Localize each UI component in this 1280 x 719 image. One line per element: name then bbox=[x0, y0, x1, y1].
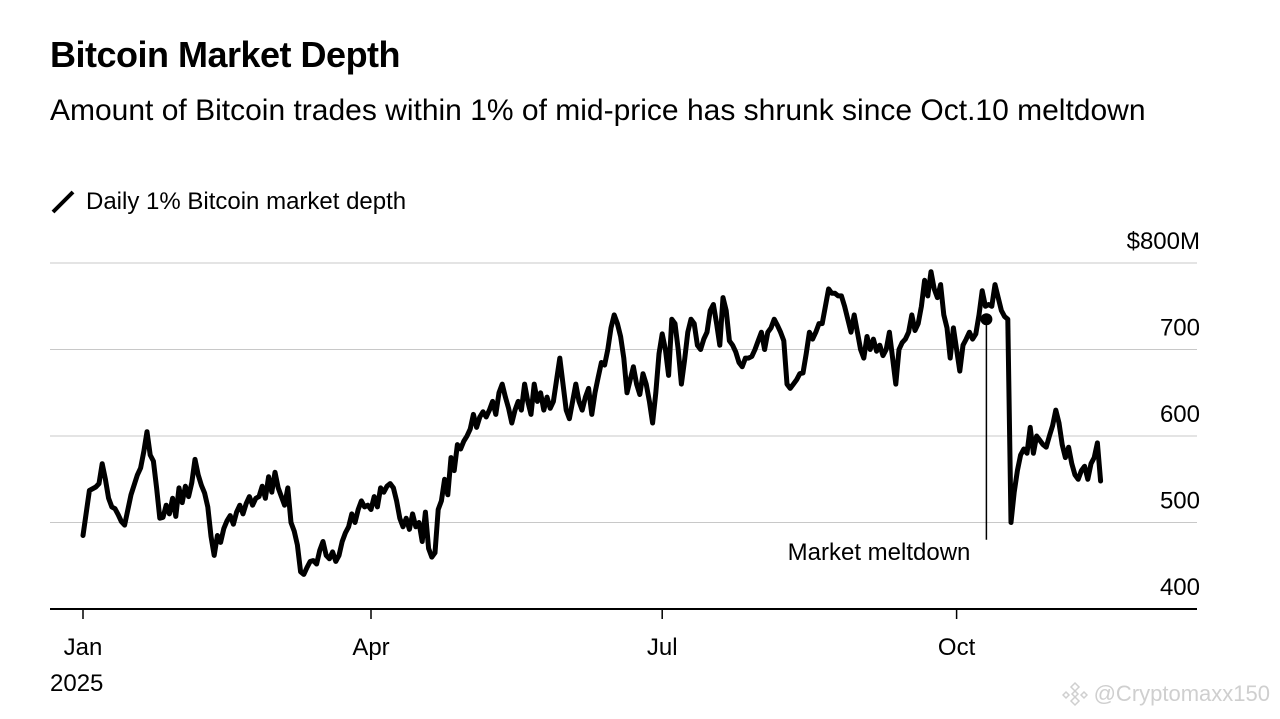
legend-line-icon bbox=[51, 190, 75, 214]
y-tick-label: 500 bbox=[1160, 488, 1200, 515]
annotation-markers bbox=[980, 313, 993, 326]
annotations: Market meltdown bbox=[788, 319, 988, 566]
annotation-label: Market meltdown bbox=[788, 539, 971, 566]
y-tick-label: 600 bbox=[1160, 401, 1200, 428]
y-tick-label: 700 bbox=[1160, 315, 1200, 342]
annotation-marker-dot bbox=[980, 313, 993, 326]
chart-subtitle: Amount of Bitcoin trades within 1% of mi… bbox=[50, 94, 1146, 127]
series-line-daily-depth bbox=[80, 269, 1104, 577]
x-tick-label: Jan bbox=[64, 634, 103, 661]
x-tick-label: Jul bbox=[647, 634, 678, 661]
watermark: @Cryptomaxx150 bbox=[1061, 681, 1270, 707]
binance-logo-icon bbox=[1061, 681, 1088, 707]
x-tick-label: Oct bbox=[938, 634, 976, 661]
y-tick-label: $800M bbox=[1127, 228, 1200, 255]
chart-title: Bitcoin Market Depth bbox=[50, 34, 401, 75]
x-tick-label: Apr bbox=[352, 634, 389, 661]
x-tick-year-label: 2025 bbox=[50, 670, 103, 697]
watermark-text: @Cryptomaxx150 bbox=[1093, 681, 1270, 706]
legend-label: Daily 1% Bitcoin market depth bbox=[86, 188, 407, 215]
y-axis-labels: $800M 700 600 500 400 bbox=[1127, 228, 1200, 601]
legend: Daily 1% Bitcoin market depth bbox=[50, 188, 406, 216]
x-axis: Jan 2025 Apr Jul Oct bbox=[50, 608, 1197, 697]
gridlines bbox=[50, 262, 1197, 523]
y-tick-label: 400 bbox=[1160, 574, 1200, 601]
